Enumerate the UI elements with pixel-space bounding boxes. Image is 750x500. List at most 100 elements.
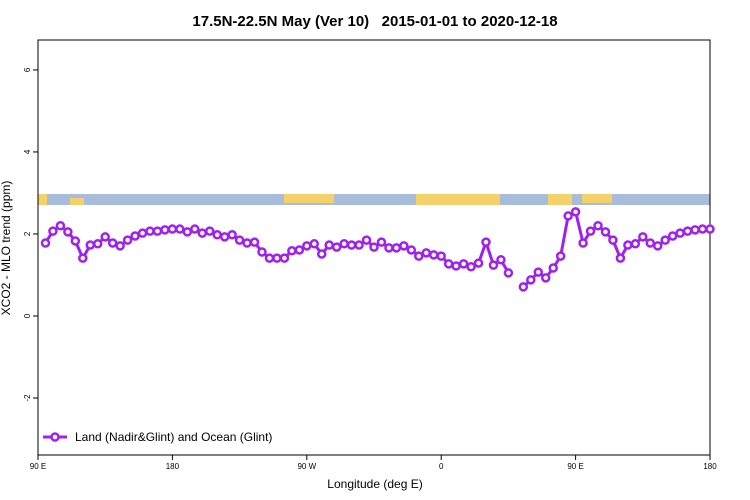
data-point — [234, 235, 245, 245]
data-point — [608, 235, 618, 245]
y-axis-label: XCO2 - MLO trend (ppm) — [0, 181, 13, 316]
x-tick-label: 180 — [703, 462, 717, 471]
data-point — [570, 207, 581, 217]
data-point — [361, 235, 372, 245]
data-point — [130, 231, 140, 241]
data-point — [107, 238, 118, 248]
data-point — [339, 239, 349, 249]
data-point — [406, 245, 417, 255]
data-point — [354, 240, 364, 250]
data-point — [346, 240, 357, 250]
data-point — [78, 253, 88, 263]
y-tick-label: 0 — [23, 313, 32, 318]
data-point — [630, 239, 641, 249]
data-point — [399, 241, 409, 251]
y-tick-label: -2 — [23, 394, 32, 402]
x-axis-label: Longitude (deg E) — [327, 477, 422, 491]
data-point — [287, 246, 297, 256]
y-tick-label: 6 — [23, 67, 32, 72]
data-point — [70, 236, 81, 246]
data-point — [443, 259, 454, 269]
data-point — [48, 226, 58, 236]
data-point — [122, 235, 133, 245]
data-point — [175, 224, 185, 234]
x-tick-label: 90 W — [297, 462, 316, 471]
data-point — [272, 253, 282, 263]
data-point — [496, 255, 506, 265]
data-point — [249, 237, 260, 247]
data-point — [376, 237, 387, 247]
data-point — [212, 230, 222, 240]
land-ocean-strip — [38, 194, 710, 205]
data-point — [585, 226, 596, 236]
data-point — [369, 242, 379, 252]
data-point — [219, 232, 230, 242]
data-point — [458, 259, 469, 269]
data-point — [316, 249, 327, 259]
data-point — [309, 239, 320, 249]
data-point — [137, 228, 148, 238]
data-point — [638, 232, 648, 242]
data-point — [548, 263, 558, 273]
data-point — [690, 225, 700, 235]
data-point — [645, 238, 656, 248]
data-point — [660, 235, 670, 245]
data-point — [384, 243, 394, 253]
data-point — [466, 262, 476, 272]
data-point — [152, 226, 163, 236]
data-point — [593, 221, 603, 231]
data-point — [302, 241, 312, 251]
data-point — [667, 231, 678, 241]
data-point — [473, 258, 484, 268]
data-point — [55, 221, 66, 231]
data-point — [190, 224, 200, 234]
legend: Land (Nadir&Glint) and Ocean (Glint) — [43, 430, 272, 444]
data-point — [503, 268, 514, 278]
data-point — [481, 237, 491, 247]
data-point — [331, 242, 342, 252]
data-point — [428, 250, 439, 260]
y-tick-label: 4 — [23, 149, 32, 154]
data-point — [92, 239, 103, 249]
data-point — [324, 240, 334, 250]
data-point — [227, 230, 237, 240]
data-point — [526, 275, 536, 285]
chart-title: 17.5N-22.5N May (Ver 10) 2015-01-01 to 2… — [192, 13, 557, 30]
data-point — [563, 211, 573, 221]
x-tick-label: 0 — [439, 462, 444, 471]
data-point — [555, 251, 566, 261]
data-point — [85, 240, 96, 250]
data-point — [115, 241, 125, 251]
data-point — [675, 228, 685, 238]
y-tick-label: 2 — [23, 231, 32, 236]
data-point — [533, 267, 544, 277]
data-point — [600, 227, 611, 237]
data-point — [167, 224, 178, 234]
x-tick-label: 180 — [166, 462, 180, 471]
data-point — [242, 238, 252, 248]
data-point — [682, 226, 693, 236]
data-point — [705, 224, 715, 234]
data-point — [100, 232, 110, 242]
data-point — [488, 260, 499, 270]
data-point — [697, 224, 708, 234]
x-tick-label: 90 E — [30, 462, 46, 471]
data-point — [160, 225, 170, 235]
data-point — [518, 282, 529, 292]
data-point — [623, 240, 633, 250]
data-point — [391, 243, 402, 253]
plot-frame — [37, 39, 711, 456]
data-point — [204, 226, 215, 236]
data-point — [414, 251, 424, 261]
data-point — [264, 253, 275, 263]
data-point — [652, 241, 663, 251]
data-point — [436, 251, 446, 261]
series-line — [522, 209, 710, 288]
series-line — [44, 223, 510, 274]
x-tick-label: 90 E — [567, 462, 583, 471]
data-point — [540, 273, 551, 283]
data-point — [182, 227, 193, 237]
data-point — [615, 253, 626, 263]
data-point — [63, 227, 73, 237]
